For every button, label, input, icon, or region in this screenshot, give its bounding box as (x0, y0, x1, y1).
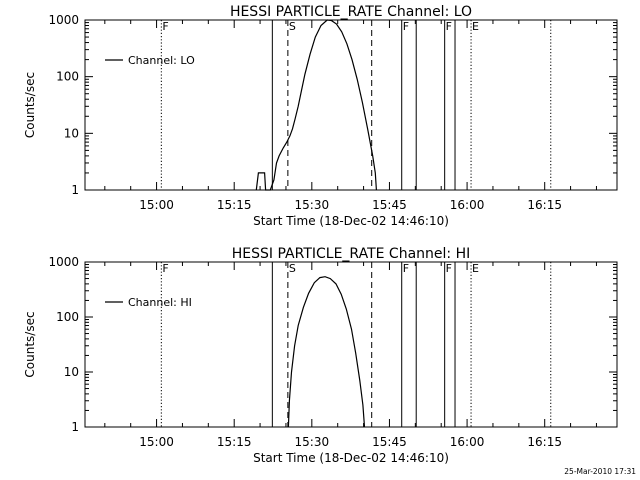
x-tick-label: 15:15 (217, 198, 252, 212)
plot-frame (84, 19, 618, 191)
y-tick-label: 10 (64, 365, 79, 379)
event-marker-label: E (472, 262, 479, 275)
series-line (255, 19, 377, 191)
event-marker-label: F (162, 20, 168, 33)
y-axis-label: Counts/sec (23, 311, 37, 377)
y-tick-label: 1000 (48, 255, 79, 269)
x-tick-label: 16:00 (450, 198, 485, 212)
x-tick-label: 15:45 (372, 198, 407, 212)
x-tick-label: 16:15 (527, 435, 562, 449)
x-tick-label: 15:00 (139, 198, 174, 212)
y-tick-label: 1 (71, 420, 79, 434)
x-axis-label: Start Time (18-Dec-02 14:46:10) (253, 451, 449, 465)
y-tick-label: 100 (56, 310, 79, 324)
event-marker-label: F (162, 262, 168, 275)
y-tick-label: 10 (64, 126, 79, 140)
x-axis-label: Start Time (18-Dec-02 14:46:10) (253, 214, 449, 228)
legend-label: Channel: HI (128, 296, 192, 309)
x-tick-label: 15:30 (295, 198, 330, 212)
x-tick-label: 16:15 (527, 198, 562, 212)
x-tick-label: 15:45 (372, 435, 407, 449)
chart-title: HESSI PARTICLE_RATE Channel: HI (232, 246, 470, 262)
lo-channel-panel: HESSI PARTICLE_RATE Channel: LO Start Tim… (23, 4, 618, 228)
event-marker-label: S (289, 262, 296, 275)
plot-frame (84, 261, 618, 428)
y-tick-label: 1000 (48, 13, 79, 27)
x-tick-label: 15:15 (217, 435, 252, 449)
event-marker-label: E (472, 20, 479, 33)
event-marker-label: F (403, 262, 409, 275)
event-marker-label: S (289, 20, 296, 33)
x-tick-label: 15:30 (295, 435, 330, 449)
legend-label: Channel: LO (128, 54, 195, 67)
x-tick-label: 16:00 (450, 435, 485, 449)
footer-timestamp: 25-Mar-2010 17:31 (564, 467, 636, 476)
y-tick-label: 1 (71, 183, 79, 197)
x-tick-label: 15:00 (139, 435, 174, 449)
y-axis-label: Counts/sec (23, 72, 37, 138)
event-marker-label: F (446, 20, 452, 33)
hi-channel-panel: HESSI PARTICLE_RATE Channel: HI Start Tim… (23, 246, 618, 465)
chart-title: HESSI PARTICLE_RATE Channel: LO (230, 4, 472, 20)
event-marker-label: F (446, 262, 452, 275)
y-tick-label: 100 (56, 70, 79, 84)
series-line (287, 276, 366, 428)
event-marker-label: F (403, 20, 409, 33)
